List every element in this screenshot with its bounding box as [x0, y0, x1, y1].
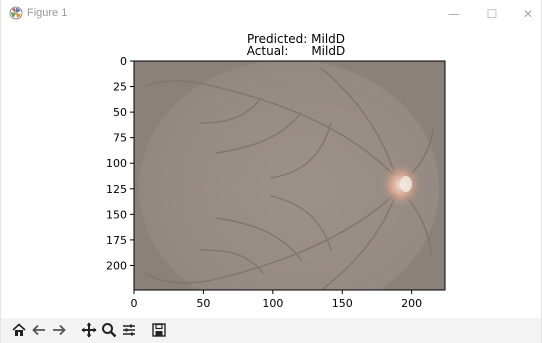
navigation-toolbar [1, 318, 541, 343]
y-tick-label: 50 [113, 106, 127, 119]
save-icon [152, 323, 166, 337]
y-tick-label: 100 [106, 157, 127, 170]
window-title: Figure 1 [27, 7, 68, 19]
x-tick-label: 0 [131, 297, 138, 310]
pan-button[interactable] [79, 320, 99, 340]
pan-icon [81, 322, 97, 338]
figure-title-line1: Predicted: MildD [247, 32, 345, 46]
y-tick-label: 200 [106, 259, 127, 272]
y-tick-label: 125 [106, 183, 127, 196]
close-button[interactable]: ✕ [522, 7, 534, 21]
back-arrow-icon [32, 324, 45, 336]
y-axis: 0 25 50 75 100 125 150 175 200 [106, 55, 134, 272]
x-tick-label: 100 [262, 297, 283, 310]
axes-frame [133, 60, 446, 291]
y-tick-label: 150 [106, 208, 127, 221]
y-tick-label: 75 [113, 132, 127, 145]
forward-arrow-icon [53, 324, 66, 336]
y-tick-label: 25 [113, 81, 127, 94]
title-bar: Figure 1 — ☐ ✕ [1, 0, 541, 28]
fundus-image [134, 61, 445, 290]
y-tick-label: 0 [120, 55, 127, 68]
y-tick-label: 175 [106, 234, 127, 247]
figure-canvas[interactable]: Predicted: MildD Actual: MildD [1, 28, 541, 318]
forward-button[interactable] [49, 320, 69, 340]
maximize-button[interactable]: ☐ [486, 7, 498, 21]
figure-title-line2: Actual: MildD [247, 44, 345, 58]
configure-subplots-button[interactable] [119, 320, 139, 340]
home-button[interactable] [9, 320, 29, 340]
x-tick-label: 50 [196, 297, 210, 310]
x-axis: 0 50 100 150 200 [131, 290, 422, 310]
home-icon [12, 323, 26, 336]
zoom-icon [102, 323, 117, 338]
configure-subplots-icon [123, 324, 135, 336]
x-tick-label: 200 [401, 297, 422, 310]
matplotlib-logo-icon [9, 6, 23, 20]
x-tick-label: 150 [332, 297, 353, 310]
save-button[interactable] [149, 320, 169, 340]
minimize-button[interactable]: — [448, 7, 460, 21]
plot: Predicted: MildD Actual: MildD [106, 32, 446, 310]
zoom-button[interactable] [99, 320, 119, 340]
back-button[interactable] [29, 320, 49, 340]
